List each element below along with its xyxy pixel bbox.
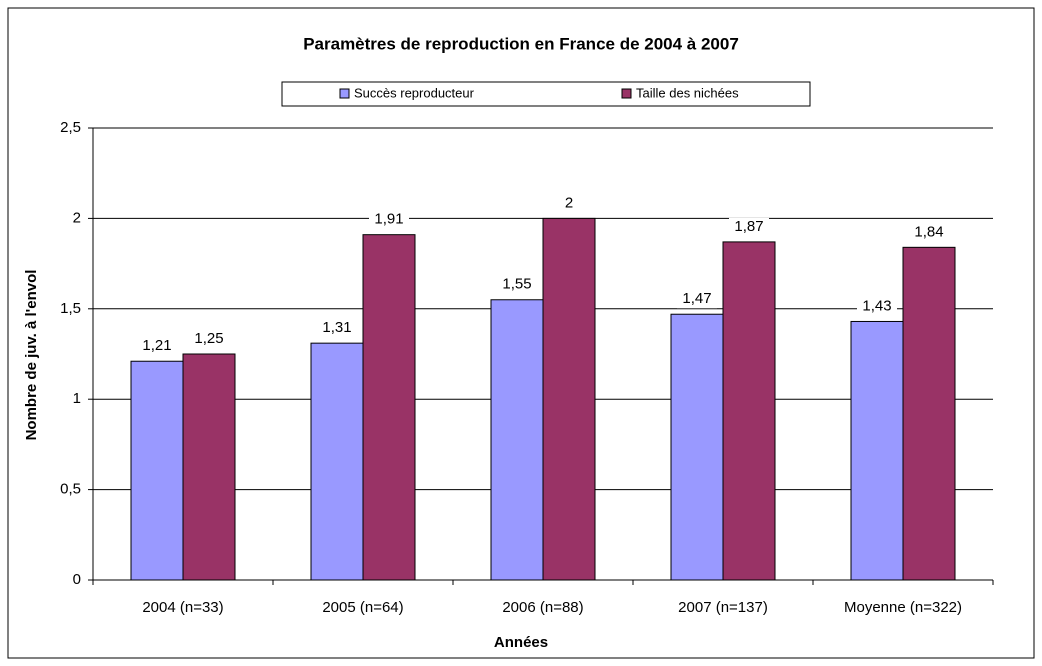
bar [310, 342, 364, 581]
value-label-bg [549, 194, 589, 213]
chart-title: Paramètres de reproduction en France de … [303, 34, 739, 53]
x-tick-label: Moyenne (n=322) [844, 599, 962, 616]
value-label: 1,47 [682, 290, 711, 307]
legend-box [281, 81, 811, 107]
x-axis-label: Années [494, 634, 548, 651]
value-label: 1,25 [194, 330, 223, 347]
bar [902, 246, 956, 581]
value-label: 1,55 [502, 276, 531, 293]
value-label-bg [497, 275, 537, 294]
y-tick-label: 0,5 [60, 481, 81, 498]
y-axis-label: Nombre de juv. à l'envol [23, 270, 40, 441]
bar [490, 299, 544, 581]
value-label-bg [137, 337, 177, 356]
value-label-bg [909, 223, 949, 242]
x-tick-label: 2004 (n=33) [142, 599, 223, 616]
y-tick-label: 2,5 [60, 119, 81, 136]
value-label: 1,21 [142, 337, 171, 354]
y-tick-label: 0 [73, 571, 81, 588]
y-tick-label: 1 [73, 390, 81, 407]
legend-swatch [339, 88, 350, 99]
value-label: 1,84 [914, 223, 943, 240]
bar [850, 320, 904, 581]
value-label: 1,43 [862, 297, 891, 314]
value-label-bg [369, 210, 409, 229]
x-tick-label: 2005 (n=64) [322, 599, 403, 616]
x-tick-label: 2007 (n=137) [678, 599, 768, 616]
value-label: 1,87 [734, 218, 763, 235]
value-label-bg [189, 330, 229, 348]
bar [542, 217, 596, 581]
value-label: 2 [565, 194, 573, 211]
y-tick-label: 2 [73, 209, 81, 226]
value-label-bg [857, 297, 897, 316]
bar [182, 353, 236, 581]
bar [722, 241, 776, 581]
value-label: 1,31 [322, 319, 351, 336]
value-label-bg [677, 290, 717, 309]
value-label: 1,91 [374, 211, 403, 228]
bar [130, 360, 184, 581]
bar [670, 313, 724, 581]
value-label-bg [317, 319, 357, 338]
legend-label: Taille des nichées [636, 85, 739, 100]
y-tick-label: 1,5 [60, 300, 81, 317]
value-label-bg [729, 217, 769, 236]
x-tick-label: 2006 (n=88) [502, 599, 583, 616]
legend-swatch [621, 88, 632, 99]
bar [362, 234, 416, 581]
legend-label: Succès reproducteur [354, 85, 475, 100]
